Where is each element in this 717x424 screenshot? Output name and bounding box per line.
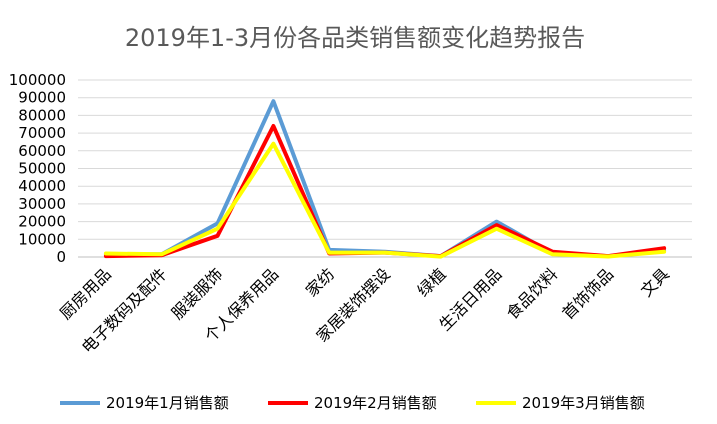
series-lines — [103, 99, 667, 259]
y-tick-label: 20000 — [18, 213, 66, 231]
y-axis-ticks: 0100002000030000400005000060000700008000… — [9, 71, 66, 266]
chart-title: 2019年1-3月份各品类销售额变化趋势报告 — [125, 24, 585, 52]
legend-label: 2019年1月销售额 — [106, 394, 229, 412]
legend-label: 2019年2月销售额 — [314, 394, 437, 412]
y-tick-label: 10000 — [18, 230, 66, 248]
y-tick-label: 50000 — [18, 160, 66, 178]
legend-label: 2019年3月销售额 — [522, 394, 645, 412]
y-tick-label: 40000 — [18, 177, 66, 195]
gridlines — [78, 79, 692, 258]
y-tick-label: 60000 — [18, 142, 66, 160]
y-tick-label: 90000 — [18, 89, 66, 107]
y-tick-label: 30000 — [18, 195, 66, 213]
y-tick-label: 70000 — [18, 124, 66, 142]
legend: 2019年1月销售额 2019年2月销售额 2019年3月销售额 — [60, 394, 645, 412]
series-line — [103, 141, 667, 259]
y-tick-label: 0 — [56, 248, 66, 266]
y-tick-label: 80000 — [18, 106, 66, 124]
y-tick-label: 100000 — [9, 71, 66, 89]
